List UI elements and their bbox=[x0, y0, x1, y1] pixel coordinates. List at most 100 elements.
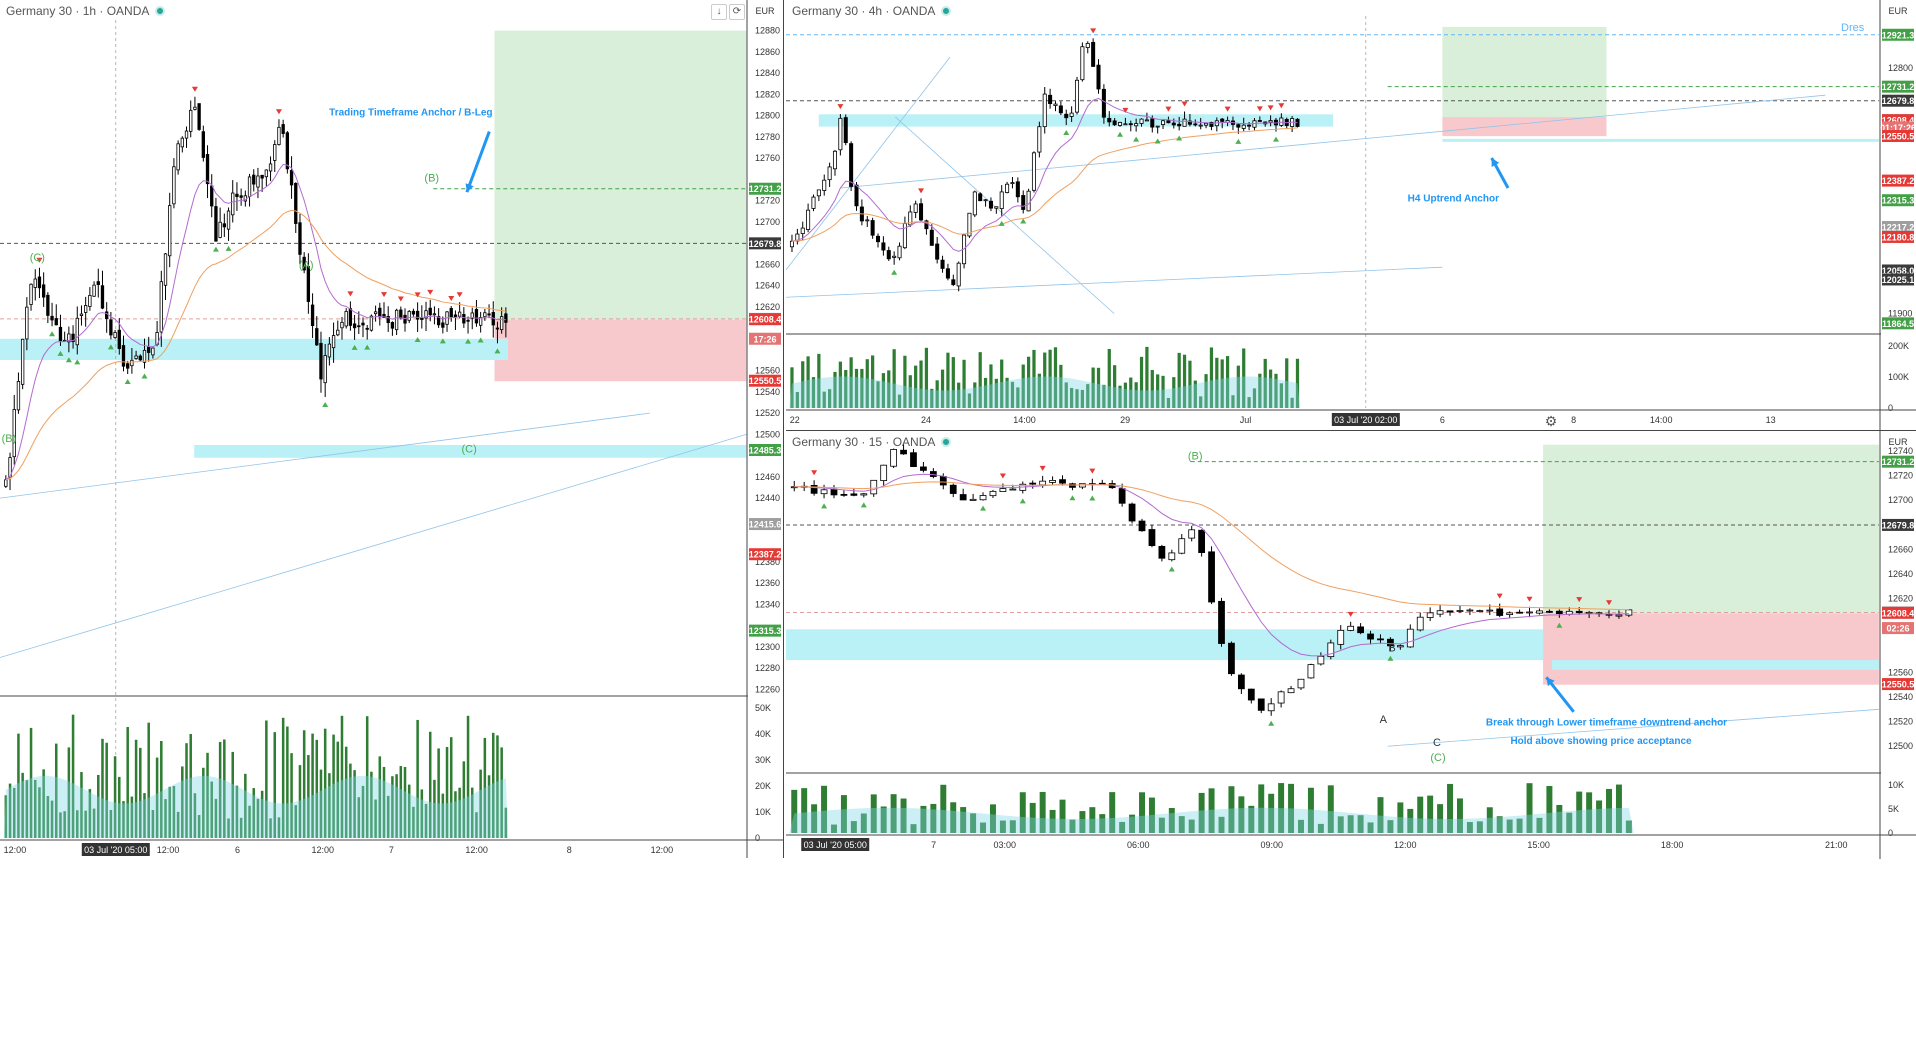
volume-bar bbox=[218, 741, 222, 838]
volume-bar bbox=[336, 741, 340, 838]
chart-annotation: (A) bbox=[299, 260, 314, 272]
volume-bar bbox=[1079, 811, 1086, 833]
candle-body bbox=[811, 196, 816, 209]
volume-tick-label: 40K bbox=[755, 729, 771, 739]
volume-bar bbox=[900, 798, 907, 833]
swing-low-marker bbox=[49, 331, 56, 337]
volume-bar bbox=[130, 796, 134, 838]
price-badge-label: 12180.8 bbox=[1882, 232, 1915, 242]
swing-low-marker bbox=[1176, 135, 1183, 141]
volume-bar bbox=[1347, 815, 1354, 833]
swing-low-marker bbox=[1133, 136, 1140, 142]
candle-body bbox=[373, 311, 378, 315]
candle-body bbox=[8, 457, 12, 479]
time-tick-label: 03 Jul '20 02:00 bbox=[1334, 415, 1397, 425]
volume-bar bbox=[1486, 807, 1493, 833]
moving-average-slow bbox=[791, 127, 1298, 242]
chart-canvas[interactable]: H4 Uptrend Anchor Dres EUR 11900 12800 12921.… bbox=[786, 0, 1916, 430]
chart-canvas[interactable]: Break through Lower timeframe downtrend … bbox=[786, 431, 1916, 859]
candle-body bbox=[1058, 105, 1063, 114]
volume-bar bbox=[1032, 349, 1036, 408]
candle-body bbox=[1396, 645, 1404, 648]
volume-tick-label: 5K bbox=[1888, 804, 1899, 814]
volume-bar bbox=[181, 766, 184, 838]
candle-body bbox=[806, 209, 811, 230]
swing-low-marker bbox=[891, 269, 898, 275]
candle-body bbox=[913, 203, 918, 213]
candle-body bbox=[989, 490, 997, 497]
volume-bar bbox=[1102, 384, 1106, 408]
time-axis: 03 Jul '20 05:00 7 03:00 06:00 09:00 12:00 15:… bbox=[786, 834, 1916, 851]
stop-zone bbox=[1442, 117, 1607, 137]
volume-bar bbox=[1026, 356, 1031, 408]
chart-panel-1h[interactable]: Germany 30 · 1h · OANDA ↓ ⟳ ⚙ Trading Ti… bbox=[0, 0, 784, 858]
volume-bar bbox=[214, 798, 218, 838]
candle-body bbox=[12, 409, 16, 458]
swing-low-marker bbox=[351, 344, 358, 350]
candle-body bbox=[1010, 182, 1015, 185]
volume-bar bbox=[433, 779, 436, 838]
candle-body bbox=[96, 281, 100, 286]
volume-bar bbox=[870, 794, 877, 833]
candle-body bbox=[929, 229, 934, 246]
candle-body bbox=[487, 313, 491, 316]
volume-bar bbox=[189, 733, 192, 838]
candle-body bbox=[390, 322, 395, 329]
chart-panel-15m[interactable]: Germany 30 · 15 · OANDA Break through Lo… bbox=[786, 430, 1916, 859]
chart-canvas[interactable]: Trading Timeframe Anchor / B-Leg (B) (C) (A… bbox=[0, 0, 783, 858]
volume-bar bbox=[951, 357, 955, 408]
price-axis-bg bbox=[1881, 0, 1916, 430]
volume-bar bbox=[483, 737, 487, 838]
volume-bar bbox=[168, 786, 171, 838]
candle-body bbox=[897, 245, 902, 259]
swing-high-marker bbox=[36, 257, 43, 263]
status-dot-icon bbox=[941, 6, 952, 16]
volume-bar bbox=[1161, 375, 1165, 408]
price-tick-label: 12360 bbox=[755, 578, 780, 588]
volume-bar bbox=[206, 752, 209, 838]
volume-bar bbox=[821, 785, 828, 833]
volume-bar bbox=[76, 810, 79, 838]
gear-icon[interactable]: ⚙ bbox=[1544, 413, 1558, 429]
volume-bar bbox=[54, 743, 58, 838]
volume-bar bbox=[892, 349, 896, 408]
candle-body bbox=[1198, 124, 1203, 127]
candle-body bbox=[1257, 698, 1265, 711]
chart-panel-4h[interactable]: Germany 30 · 4h · OANDA ⚙ H4 Uptrend Anc… bbox=[786, 0, 1916, 430]
candle-body bbox=[1064, 113, 1069, 119]
candle-body bbox=[197, 103, 201, 130]
candle-body bbox=[1585, 611, 1593, 614]
panel-title: Germany 30 · 4h · OANDA bbox=[792, 4, 952, 18]
candle-body bbox=[1198, 529, 1206, 553]
volume-bar bbox=[25, 780, 29, 838]
candle-body bbox=[453, 314, 458, 318]
price-tick-label: 12620 bbox=[1888, 594, 1913, 604]
swing-high-marker bbox=[1606, 600, 1613, 606]
scroll-down-button[interactable]: ↓ bbox=[711, 4, 727, 20]
candle-body bbox=[105, 311, 109, 319]
candle-body bbox=[1496, 608, 1504, 616]
candle-body bbox=[1069, 112, 1074, 117]
volume-bar bbox=[1109, 792, 1116, 833]
candle-body bbox=[4, 479, 8, 487]
swing-low-marker bbox=[998, 220, 1005, 226]
candle-body bbox=[816, 189, 821, 197]
volume-bar bbox=[1456, 798, 1463, 833]
refresh-button[interactable]: ⟳ bbox=[729, 4, 745, 20]
volume-bar bbox=[831, 824, 837, 833]
candle-body bbox=[113, 332, 117, 339]
volume-bar bbox=[1606, 788, 1612, 833]
trend-line bbox=[786, 266, 1443, 298]
arrow-head-icon bbox=[1546, 677, 1555, 687]
candle-body bbox=[1150, 118, 1155, 128]
candle-body bbox=[210, 185, 214, 207]
swing-high-marker bbox=[1165, 106, 1172, 112]
time-tick-label: 15:00 bbox=[1527, 840, 1550, 850]
price-badge-label: 12608.4 bbox=[749, 315, 782, 325]
volume-bar bbox=[361, 785, 365, 838]
volume-bar bbox=[908, 375, 912, 408]
candle-body bbox=[838, 117, 843, 151]
target-zone bbox=[1543, 444, 1879, 614]
volume-bar bbox=[930, 388, 934, 408]
volume-bar bbox=[134, 739, 138, 838]
